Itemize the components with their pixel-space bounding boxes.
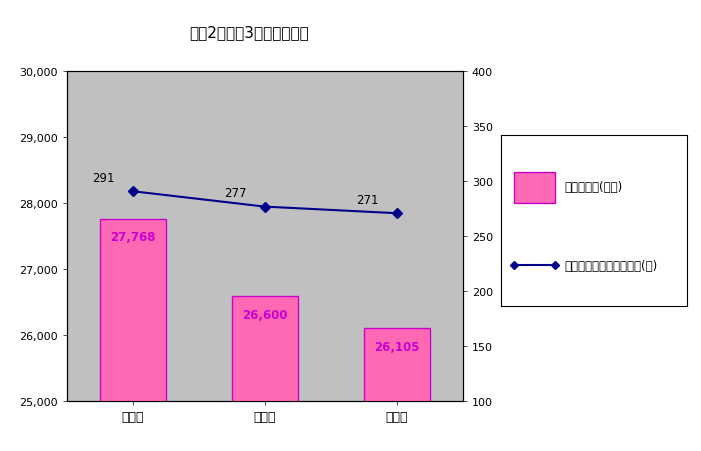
Bar (100, 219, 165, 451)
Text: 291: 291 (93, 171, 115, 184)
Text: （表2）過去3年間のごみ量: （表2）過去3年間のごみ量 (189, 25, 308, 40)
Text: 27,768: 27,768 (110, 231, 156, 244)
Text: 277: 277 (224, 187, 247, 199)
Bar (515, 173, 555, 204)
Text: 一人あたりの年間ごみ量(㎏): 一人あたりの年間ごみ量(㎏) (564, 259, 658, 272)
Text: 26,600: 26,600 (242, 308, 287, 321)
Bar (364, 329, 430, 451)
Text: 26,105: 26,105 (374, 341, 419, 354)
Text: 年間ごみ量(トン): 年間ごみ量(トン) (564, 181, 622, 194)
Bar (231, 296, 298, 451)
Text: 271: 271 (356, 193, 379, 206)
